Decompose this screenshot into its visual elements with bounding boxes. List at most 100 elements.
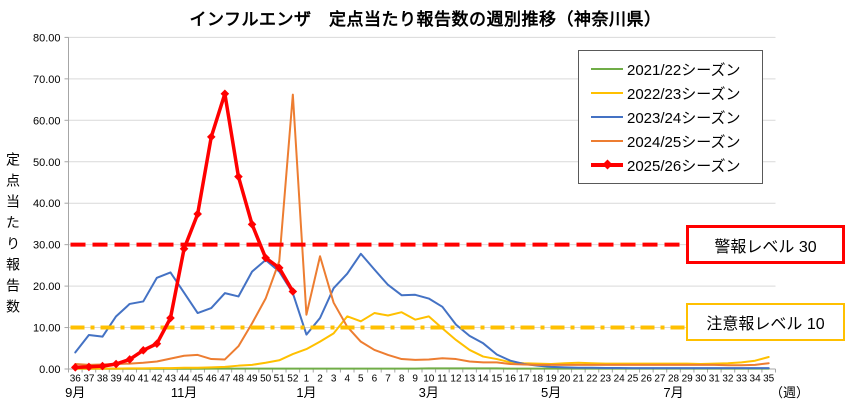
data-point-marker [138, 346, 148, 355]
week-label: 23 [600, 374, 612, 385]
week-label: 7 [385, 374, 391, 385]
y-tick-label: 40.00 [33, 198, 61, 210]
y-tick-label: 10.00 [33, 323, 61, 335]
legend-item-2025-26: 2025/26シーズン [579, 153, 762, 177]
week-label: 39 [111, 374, 123, 385]
series-line-2022-23 [74, 311, 770, 370]
week-label: 3 [331, 374, 337, 385]
week-label: 35 [763, 374, 775, 385]
diamond-marker-icon [602, 159, 613, 170]
legend-item-2021-22: 2021/22シーズン [579, 57, 762, 81]
week-label: 9 [412, 374, 418, 385]
week-label: 10 [423, 374, 435, 385]
week-label: 14 [478, 374, 490, 385]
week-label: 16 [505, 374, 517, 385]
week-label: 25 [627, 374, 639, 385]
y-tick-label: 60.00 [33, 115, 61, 127]
legend-line-sample-2024-25 [591, 139, 623, 143]
data-point-marker [98, 361, 107, 371]
week-label: 50 [260, 374, 272, 385]
month-label: 3月 [419, 385, 439, 400]
month-label: 1月 [296, 385, 316, 400]
warning-level-box: 警報レベル 30 [686, 225, 845, 264]
week-label: 40 [124, 374, 136, 385]
week-label: 45 [192, 374, 204, 385]
week-label: 37 [83, 374, 95, 385]
week-label: 22 [586, 374, 598, 385]
legend-item-2022-23: 2022/23シーズン [579, 81, 762, 105]
threshold-lines [70, 242, 686, 330]
week-label: 18 [532, 374, 544, 385]
x-axis-labels: 36 37 38 39 40 41 42 43 44 45 46 47 48 49 50 51 52 1 2 3 4 5 6… [70, 374, 775, 385]
legend: 2021/22シーズン 2022/23シーズン 2023/24シーズン 2024… [578, 50, 763, 184]
data-point-marker [234, 172, 243, 181]
data-point-marker [70, 363, 80, 372]
legend-item-2023-24: 2023/24シーズン [579, 105, 762, 129]
y-axis-title: 定点当たり報告数 [5, 152, 21, 320]
y-axis-labels: 0.00 10.00 20.00 30.00 40.00 50.00 60.00 70.00 8… [33, 32, 61, 376]
week-label: 33 [736, 374, 748, 385]
week-label: 17 [518, 374, 530, 385]
legend-label: 2023/24シーズン [627, 109, 741, 127]
caution-level-box: 注意報レベル 10 [686, 303, 845, 341]
month-label: 5月 [541, 385, 561, 400]
legend-line-sample-2023-24 [591, 115, 623, 119]
data-point-marker [84, 362, 94, 372]
week-label: 46 [206, 374, 218, 385]
series-lines [74, 93, 770, 370]
data-point-marker [274, 263, 284, 273]
week-label: 29 [682, 374, 694, 385]
series-line-2023-24 [74, 252, 770, 370]
week-label: 2 [317, 374, 323, 385]
legend-item-2024-25: 2024/25シーズン [579, 129, 762, 153]
legend-label: 2021/22シーズン [627, 61, 741, 79]
week-label: 32 [722, 374, 734, 385]
week-label: 47 [219, 374, 231, 385]
month-labels: 9月 11月 1月 3月 5月 7月 （週） [65, 385, 809, 400]
week-label: 15 [491, 374, 503, 385]
week-label: 42 [151, 374, 163, 385]
y-tick-label: 80.00 [33, 32, 61, 44]
chart-title: インフルエンザ 定点当たり報告数の週別推移（神奈川県） [189, 10, 662, 29]
week-label: 4 [344, 374, 350, 385]
data-point-marker [288, 287, 298, 296]
legend-label: 2024/25シーズン [627, 133, 741, 151]
week-label: 51 [274, 374, 286, 385]
y-tick-label: 30.00 [33, 240, 61, 252]
y-tick-label: 70.00 [33, 74, 61, 86]
legend-label: 2025/26シーズン [627, 157, 741, 175]
series-line-2024-25 [74, 93, 770, 367]
warning-level-label: 警報レベル 30 [714, 238, 817, 256]
y-tick-label: 50.00 [33, 157, 61, 169]
caution-level-label: 注意報レベル 10 [706, 316, 825, 333]
month-label: 9月 [65, 385, 85, 400]
data-point-marker [206, 132, 216, 142]
week-label: 19 [546, 374, 558, 385]
data-point-marker [125, 355, 134, 364]
week-label: 31 [709, 374, 721, 385]
week-label: 34 [750, 374, 762, 385]
data-point-marker [193, 209, 202, 219]
data-point-marker [111, 359, 121, 369]
month-label: 11月 [171, 385, 198, 400]
week-label: 24 [614, 374, 626, 385]
data-point-marker [166, 313, 175, 323]
week-label: 48 [233, 374, 245, 385]
legend-line-sample-2022-23 [591, 91, 623, 95]
week-label: 1 [304, 374, 310, 385]
week-label: 43 [165, 374, 177, 385]
week-label: 28 [668, 374, 680, 385]
data-point-marker [247, 220, 257, 229]
legend-line-sample-2025-26 [591, 159, 623, 170]
y-tick-label: 20.00 [33, 281, 61, 293]
week-label: 8 [399, 374, 405, 385]
y-tick-label: 0.00 [39, 364, 60, 376]
week-unit-label: （週） [770, 385, 809, 400]
week-label: 41 [138, 374, 150, 385]
week-label: 5 [358, 374, 364, 385]
data-point-marker [152, 339, 162, 349]
week-label: 12 [450, 374, 462, 385]
week-label: 38 [97, 374, 109, 385]
current-season-line [70, 89, 298, 372]
week-label: 44 [179, 374, 191, 385]
